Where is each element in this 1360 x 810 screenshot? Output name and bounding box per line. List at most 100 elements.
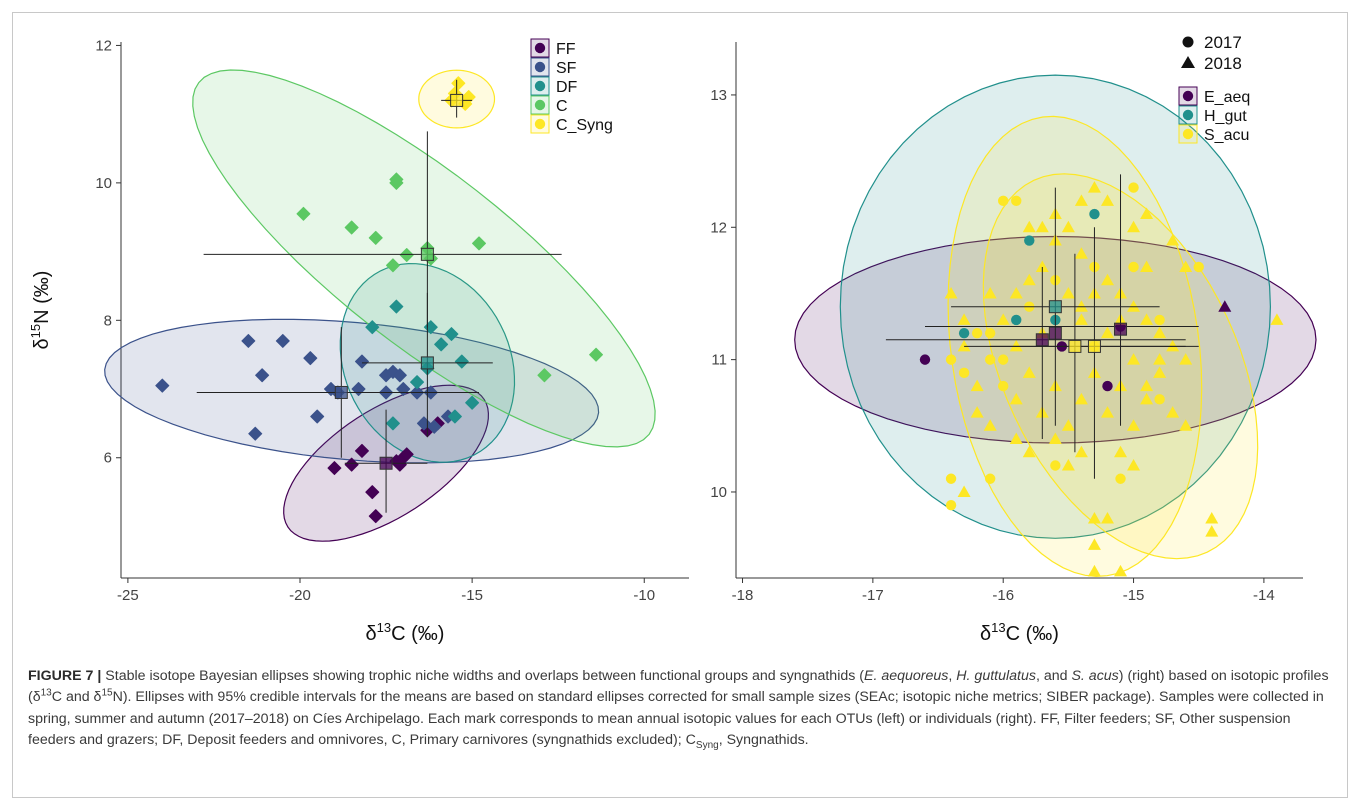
point-S_acu <box>1009 432 1023 445</box>
legend-label: C_Syng <box>556 117 613 134</box>
point-FF <box>354 443 369 458</box>
point-S_acu <box>1100 406 1114 418</box>
point-S_acu <box>971 327 983 339</box>
point-S_acu <box>1022 366 1036 378</box>
x-axis-label-rest: C (‰) <box>391 623 444 645</box>
point-S_acu <box>1166 234 1180 246</box>
point-E_aeq <box>919 354 931 365</box>
mean-marker-C_Syng <box>450 93 464 107</box>
point-S_acu <box>998 380 1009 392</box>
y-tick-label: 10 <box>710 484 727 501</box>
point-S_acu <box>1153 366 1167 378</box>
point-C <box>296 206 311 221</box>
point-S_acu <box>1140 313 1154 325</box>
y-tick-label: 13 <box>710 87 727 104</box>
point-S_acu <box>957 485 971 497</box>
legend-dot-DF <box>534 80 546 92</box>
point-S_acu <box>945 354 957 365</box>
point-FF <box>368 509 383 524</box>
point-S_acu <box>1193 261 1204 273</box>
point-SF <box>392 368 407 383</box>
point-SF <box>248 426 263 441</box>
year-legend-circle-icon <box>1182 36 1194 48</box>
point-S_acu <box>1127 419 1141 431</box>
x-tick-label: -17 <box>862 587 884 604</box>
mean-marker-S_acu <box>1087 339 1101 353</box>
point-DF <box>447 409 462 424</box>
legend: E_aeq H_gut S_acu <box>1178 86 1250 144</box>
point-DF <box>385 416 400 431</box>
x-tick-label: -14 <box>1253 587 1275 604</box>
point-S_acu <box>1009 392 1023 405</box>
point-S_acu <box>1061 220 1075 233</box>
point-S_acu <box>1115 473 1126 484</box>
x-tick-label: -20 <box>289 587 311 604</box>
point-SF <box>354 354 369 369</box>
point-S_acu <box>957 313 971 325</box>
point-SF <box>427 419 442 434</box>
x-tick-label: -15 <box>1123 587 1145 604</box>
year-legend: 2017 2018 <box>1181 33 1242 73</box>
point-S_acu <box>1166 406 1180 418</box>
caption-part: Stable isotope Bayesian ellipses showing… <box>101 668 864 684</box>
point-S_acu <box>970 379 984 392</box>
point-S_acu <box>998 195 1009 207</box>
legend-label: FF <box>556 41 576 58</box>
point-S_acu <box>1035 260 1049 272</box>
x-axis-label-delta: δ <box>980 623 991 645</box>
point-C <box>385 258 400 273</box>
point-DF <box>389 299 404 314</box>
mean-marker-S_acu <box>1068 339 1082 353</box>
x-axis-label-delta: δ <box>366 623 377 645</box>
x-axis-label-sup: 13 <box>991 620 1005 635</box>
point-S_acu <box>1074 313 1088 325</box>
point-S_acu <box>1270 313 1284 325</box>
point-H_gut <box>1089 208 1100 220</box>
mean-errorbars <box>885 174 1199 479</box>
point-S_acu <box>1074 392 1088 405</box>
point-S_acu <box>1127 220 1141 233</box>
point-S_acu <box>1140 392 1154 405</box>
year-legend-label: 2017 <box>1204 33 1242 52</box>
point-S_acu <box>1050 460 1061 471</box>
point-FF <box>327 461 342 476</box>
point-E_aeq <box>1218 300 1232 312</box>
point-SF <box>385 364 400 379</box>
y-tick-label: 8 <box>104 312 112 329</box>
point-S_acu <box>1074 247 1088 259</box>
x-axis-label-rest: C (‰) <box>1006 623 1059 645</box>
mean-marker-FF <box>379 456 393 470</box>
point-H_gut <box>1024 235 1035 246</box>
point-S_acu <box>983 286 997 299</box>
legend-dot-H_gut <box>1182 109 1194 121</box>
y-axis-label: δ15N (‰) <box>28 271 53 350</box>
x-tick-label: -25 <box>117 587 139 604</box>
point-FF <box>344 457 359 472</box>
legend-label: S_acu <box>1204 127 1249 144</box>
x-axis-label-sup: 13 <box>377 620 391 635</box>
point-C <box>344 220 359 235</box>
point-S_acu <box>1022 220 1036 233</box>
legend-dot-FF <box>534 42 546 54</box>
y-tick-label: 12 <box>710 219 727 236</box>
point-S_acu <box>1035 220 1049 233</box>
point-S_acu <box>1128 261 1139 273</box>
point-S_acu <box>1114 445 1128 458</box>
point-SF <box>241 333 256 348</box>
points <box>919 181 1284 577</box>
point-S_acu <box>1100 326 1114 339</box>
legend-label: DF <box>556 79 578 96</box>
point-S_acu <box>1022 273 1036 286</box>
point-S_acu <box>1061 286 1075 299</box>
caption-part: ) (right) based on isotopic profiles (δ <box>28 668 1329 706</box>
y-axis-label-rest: N (‰) <box>31 271 53 324</box>
legend-label: E_aeq <box>1204 89 1250 106</box>
point-S_acu <box>1100 194 1114 206</box>
mean-marker-C <box>420 247 434 261</box>
point-S_acu <box>944 286 958 299</box>
legend-label: C <box>556 98 568 115</box>
point-SF <box>310 409 325 424</box>
point-FF <box>365 485 380 500</box>
